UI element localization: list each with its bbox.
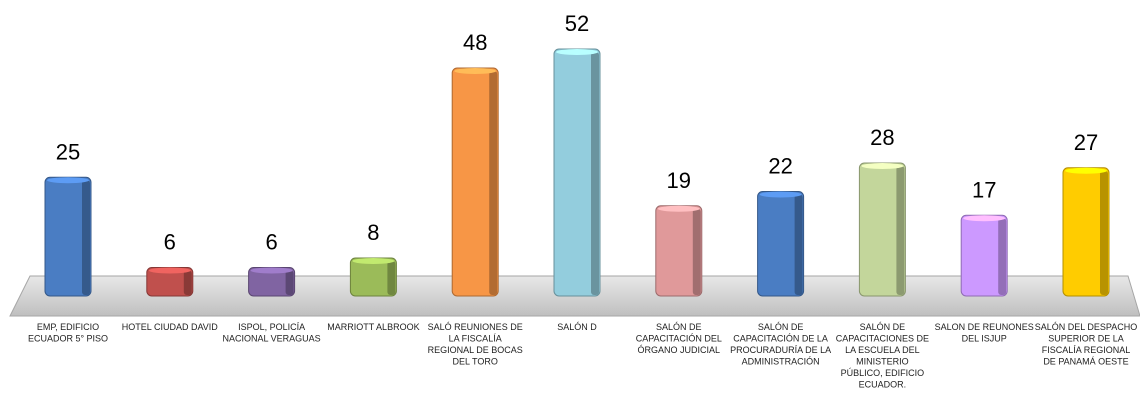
- bar-top-cap: [454, 68, 497, 74]
- bar: [553, 48, 601, 297]
- bar: [1062, 167, 1110, 297]
- bar: [757, 191, 805, 297]
- bar-side-shade: [794, 194, 803, 295]
- bar-side-shade: [183, 270, 192, 295]
- bar-side-shade: [896, 166, 905, 295]
- bar-top-cap: [47, 177, 89, 184]
- bar: [858, 162, 906, 297]
- bar: [349, 257, 397, 297]
- bar-top-cap: [861, 163, 904, 169]
- category-labels-group: EMP, EDIFICIO ECUADOR 5° PISO HOTEL CIUDAD…: [28, 322, 1137, 390]
- category-label: EMP, EDIFICIO ECUADOR 5° PISO: [28, 322, 108, 344]
- bar: [44, 176, 92, 297]
- category-label: SALÓN DE CAPACITACIONES DE LA ESCUELA DEL M…: [836, 322, 929, 390]
- bar-top-cap: [148, 267, 191, 274]
- bar: [655, 205, 703, 297]
- category-label: SALÓN DE CAPACITACIÓN DE LA PROCURADURÍA D…: [730, 322, 831, 367]
- value-label: 19: [667, 168, 691, 193]
- bar: [146, 267, 194, 297]
- bar-side-shade: [82, 180, 90, 295]
- category-label: ISPOL, POLICÍA NACIONAL VERAGUAS: [222, 322, 320, 344]
- bar: [248, 267, 296, 297]
- bar-side-shade: [1100, 170, 1108, 295]
- value-label: 48: [463, 30, 487, 55]
- bar-top-cap: [352, 258, 395, 264]
- category-label: SALÓN DEL DESPACHO SUPERIOR DE LA FISCALÍA…: [1035, 322, 1138, 367]
- value-label: 22: [768, 154, 792, 179]
- value-label: 27: [1074, 130, 1098, 155]
- bar: [960, 214, 1008, 297]
- value-labels-group: 25 6 6 8 48 52 19 22 28 17 27: [56, 11, 1098, 255]
- category-label: SALÓN DE CAPACITACIÓN DEL ÓRGANO JUDICIAL: [636, 322, 722, 355]
- category-label: MARRIOTT ALBROOK: [327, 322, 419, 332]
- value-label: 8: [367, 220, 379, 245]
- bar-side-shade: [998, 218, 1007, 295]
- category-label: SALÓ REUNIONES DE LA FISCALÍA REGIONAL DE …: [428, 322, 523, 367]
- bar-top-cap: [1065, 167, 1107, 174]
- category-label: SALÓN D: [557, 322, 597, 332]
- category-label: HOTEL CIUDAD DAVID: [122, 322, 219, 332]
- bar-side-shade: [285, 270, 294, 295]
- bar-side-shade: [692, 208, 701, 295]
- bar: [451, 67, 499, 297]
- bar-side-shade: [591, 52, 599, 295]
- bar-top-cap: [657, 205, 700, 212]
- value-label: 6: [164, 230, 176, 255]
- bar-side-shade: [489, 71, 498, 295]
- bar-top-cap: [759, 191, 802, 198]
- value-label: 25: [56, 139, 80, 164]
- bar-top-cap: [963, 215, 1006, 222]
- value-label: 52: [565, 11, 589, 36]
- value-label: 6: [265, 230, 277, 255]
- bar-side-shade: [387, 261, 396, 295]
- bar-top-cap: [250, 267, 293, 274]
- bar-top-cap: [556, 49, 598, 55]
- value-label: 28: [870, 125, 894, 150]
- value-label: 17: [972, 177, 996, 202]
- bars-group: [44, 48, 1110, 297]
- category-label: SALON DE REUNONES DEL ISJUP: [935, 322, 1034, 344]
